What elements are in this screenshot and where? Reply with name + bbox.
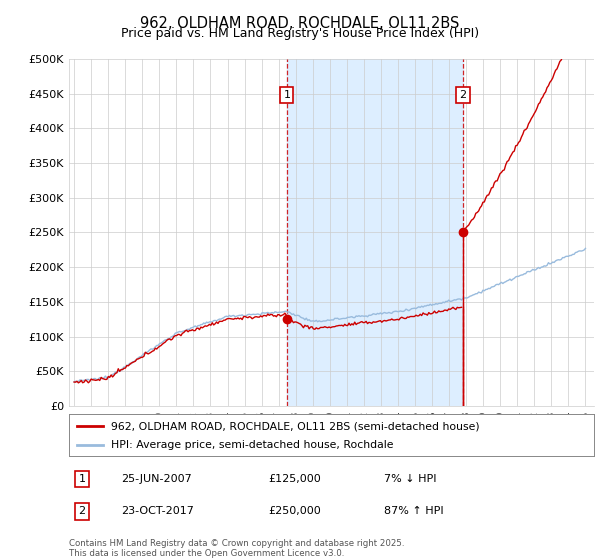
Text: 1: 1 <box>79 474 86 484</box>
Text: 2: 2 <box>79 506 86 516</box>
Text: 962, OLDHAM ROAD, ROCHDALE, OL11 2BS (semi-detached house): 962, OLDHAM ROAD, ROCHDALE, OL11 2BS (se… <box>111 421 479 431</box>
Text: Contains HM Land Registry data © Crown copyright and database right 2025.
This d: Contains HM Land Registry data © Crown c… <box>69 539 404 558</box>
Text: 25-JUN-2007: 25-JUN-2007 <box>121 474 192 484</box>
Text: 1: 1 <box>283 90 290 100</box>
Text: £250,000: £250,000 <box>269 506 321 516</box>
Text: 87% ↑ HPI: 87% ↑ HPI <box>384 506 443 516</box>
Text: 962, OLDHAM ROAD, ROCHDALE, OL11 2BS: 962, OLDHAM ROAD, ROCHDALE, OL11 2BS <box>140 16 460 31</box>
Text: Price paid vs. HM Land Registry's House Price Index (HPI): Price paid vs. HM Land Registry's House … <box>121 27 479 40</box>
Bar <box>287 59 463 406</box>
Text: £125,000: £125,000 <box>269 474 321 484</box>
Text: 7% ↓ HPI: 7% ↓ HPI <box>384 474 437 484</box>
Text: HPI: Average price, semi-detached house, Rochdale: HPI: Average price, semi-detached house,… <box>111 440 394 450</box>
Text: 23-OCT-2017: 23-OCT-2017 <box>121 506 194 516</box>
Text: 2: 2 <box>460 90 466 100</box>
